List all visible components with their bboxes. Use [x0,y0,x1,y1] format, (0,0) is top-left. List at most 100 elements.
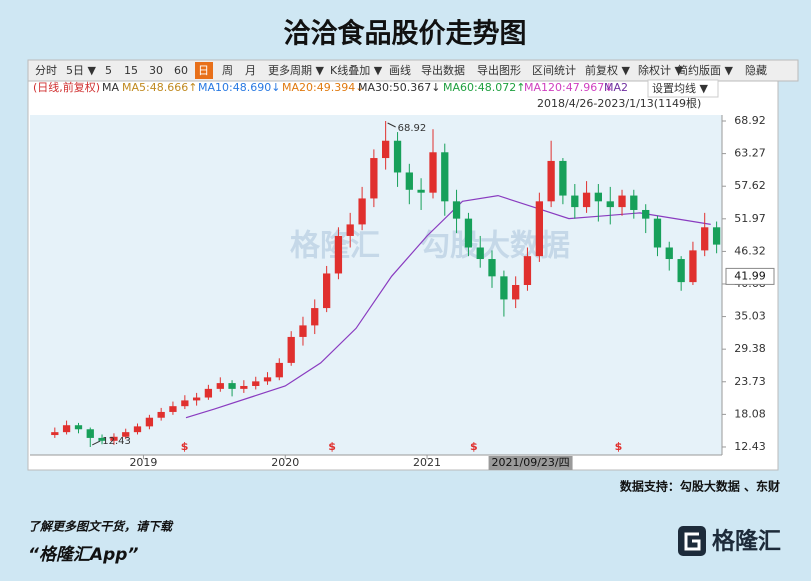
candle-body [323,273,331,309]
candle-body [216,383,224,389]
event-marker: $ [615,440,623,453]
candle-body [512,285,520,300]
watermark: 勾股大数据 [420,229,570,264]
chart-title: 洽洽食品股价走势图 [284,18,527,50]
toolbar-item[interactable]: 月 [245,64,256,77]
candle-body [594,192,602,202]
candle-body [464,218,473,248]
candle-body [228,383,236,389]
candle-body [712,227,721,245]
toolbar-item[interactable]: 导出数据 [421,63,465,77]
annotation-label: 68.92 [398,123,427,134]
candle-body [488,259,496,277]
toolbar-item[interactable]: K线叠加 ▼ [330,63,383,77]
candle-body [358,198,366,225]
toolbar-item[interactable]: 隐藏 [745,64,767,77]
toolbar-item[interactable]: 15 [124,64,138,77]
y-tick-label: 68.92 [734,114,766,127]
candle-body [417,189,425,193]
candle-body [618,195,626,208]
x-tick-label: 2021 [413,456,441,469]
ma-settings-box[interactable] [647,79,719,98]
annotation-label: 12.43 [102,436,131,447]
y-tick-label: 57.62 [734,179,766,192]
candle-body [98,437,106,441]
annotation-arrow [92,440,101,446]
candle-body [701,227,709,251]
ma-legend: MA120:47.967↓ [524,81,613,94]
candle-body [405,172,413,190]
y-tick-label: 46.32 [734,244,766,257]
candle-body [476,247,484,260]
candle-body [393,140,402,173]
candle-body [500,276,508,300]
toolbar-item[interactable]: 区间统计 [532,64,576,77]
candle-body [157,411,165,418]
ma-legend: MA10:48.690↓ [198,81,280,94]
candle-body [169,406,177,412]
candle-body [559,160,567,196]
candle-body [429,152,437,193]
candle-body [263,377,272,382]
toolbar-item[interactable]: 更多周期 ▼ [268,63,324,77]
ma-legend: MA5:48.666↑ [122,81,197,94]
toolbar-item[interactable]: 周 [222,64,233,77]
candle-body [133,426,142,433]
ma-settings[interactable]: 设置均线 ▼ [652,81,708,95]
candle-body [145,417,154,427]
candle-body [86,429,94,438]
candle-body [192,397,201,401]
candle-body [240,385,248,389]
toolbar-item[interactable]: 60 [174,64,188,77]
footer-app: “格隆汇App” [28,545,138,565]
toolbar-item[interactable]: 前复权 ▼ [585,63,630,77]
toolbar-item[interactable]: 导出图形 [477,63,521,77]
candle-body [74,425,83,430]
ma-legend: MA30:50.367↓ [358,81,440,94]
toolbar-item[interactable]: 画线 [389,63,411,77]
toolbar-item[interactable]: 日 [198,64,209,77]
y-tick-label: 12.43 [734,440,766,453]
annotation-arrow [387,122,396,128]
candle-body [311,308,319,326]
candle-body [51,432,59,436]
legend-prefix: (日线,前复权) [33,80,100,94]
candle-body [181,400,189,407]
price-label-box [725,267,775,285]
candle-body [252,381,260,386]
candle-body [677,259,685,283]
candle-body [287,336,295,363]
crosshair-box [488,456,573,470]
candle-body [382,140,390,159]
candle-body [630,195,638,210]
candle-body [689,250,697,283]
legend-ma: MA [102,81,119,94]
footer-line: 了解更多图文干货，请下载 [28,520,174,534]
toolbar-active[interactable] [195,62,213,79]
toolbar-item[interactable]: 分时 [35,64,57,77]
toolbar-item[interactable]: 简约版面 ▼ [677,63,733,77]
y-tick-label: 63.27 [734,147,766,160]
toolbar-item[interactable]: 5日 ▼ [66,64,96,77]
candle-body [299,325,307,337]
candle-body [110,436,118,441]
candle-body [547,160,555,202]
logo-g [684,532,701,551]
y-tick-label: 29.38 [734,342,766,355]
y-tick-label: 18.08 [734,407,766,420]
candle-body [642,209,650,219]
candle-body [535,201,543,257]
toolbar-item[interactable]: 30 [149,64,163,77]
candle-body [571,195,579,208]
candle-body [582,192,591,208]
source: 数据支持：勾股大数据 、东财 [620,479,780,494]
candle-body [346,224,354,236]
toolbar-item[interactable]: 5 [105,64,112,77]
ma-legend: MA20:49.394↓ [282,81,364,94]
ma-legend: MA2 [604,81,628,94]
toolbar-item[interactable]: 除权计 ▼ [638,63,683,77]
candle-body [452,201,461,219]
event-marker: $ [181,440,189,453]
candle-body [62,425,71,433]
